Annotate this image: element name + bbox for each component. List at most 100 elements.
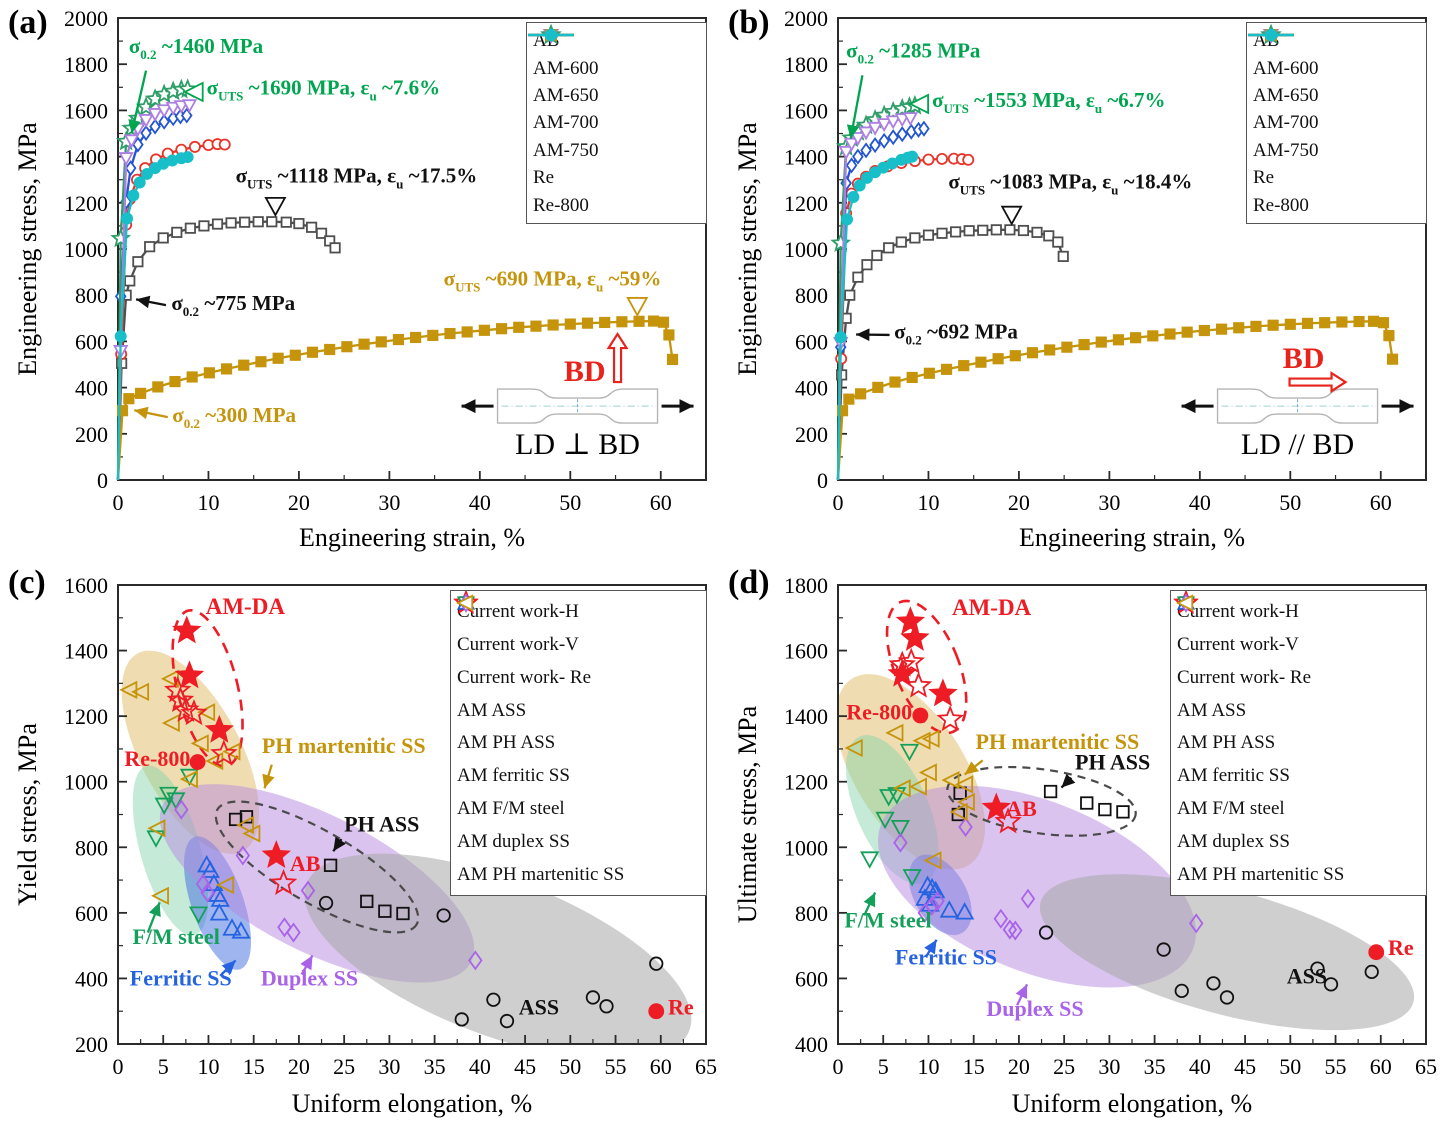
- annotation-text: σUTS ~1553 MPa, εu ~6.7%: [932, 88, 1165, 116]
- scatter-Current-work-V: [163, 676, 298, 896]
- star-marker: [936, 705, 964, 732]
- square-marker: [324, 343, 336, 356]
- legend-item-AM-700: AM-700: [1248, 23, 1420, 132]
- triangle-left-marker: [1176, 594, 1194, 612]
- diamond-marker: [235, 845, 251, 866]
- square-marker: [883, 242, 895, 254]
- scatter-Current-work--Re: [912, 707, 1385, 961]
- square-marker: [135, 387, 147, 399]
- x-tick-label: 10: [917, 1054, 939, 1079]
- legend-item-Current-work--Re: Current work- Re: [1177, 595, 1420, 687]
- ld-bd-relation-label: LD // BD: [1241, 428, 1354, 461]
- square-marker: [843, 393, 855, 405]
- circle-marker: [544, 28, 558, 42]
- x-tick-label: 35: [424, 1054, 446, 1079]
- circle-marker: [218, 138, 231, 151]
- triangle-left-marker: [161, 713, 180, 733]
- legend-label: AM-600: [1253, 57, 1319, 79]
- triangle-down-marker: [123, 134, 140, 149]
- x-tick-label: 50: [1279, 1054, 1301, 1079]
- circle-marker: [853, 179, 866, 192]
- y-tick-label: 200: [75, 422, 108, 447]
- x-tick-label: 50: [559, 1054, 581, 1079]
- circle-marker: [188, 140, 201, 153]
- scatter-AM-ASS: [318, 895, 664, 1029]
- circle-marker: [436, 908, 451, 923]
- triangle-down-marker: [850, 132, 866, 147]
- legend-label: AM F/M steel: [457, 798, 565, 820]
- star-marker: [261, 840, 291, 868]
- annotation-text: ASS: [1287, 963, 1327, 988]
- triangle-left-marker: [885, 723, 904, 742]
- x-tick-label: 30: [378, 490, 400, 515]
- legend-c: Current work-H Current work-V Current work…: [450, 590, 707, 896]
- legend-swatch-icon: [1176, 594, 1194, 612]
- legend-label: AM duplex SS: [457, 831, 570, 853]
- x-tick-label: 25: [333, 1054, 355, 1079]
- x-tick-label: 35: [1144, 1054, 1166, 1079]
- annotation-text: AB: [1006, 796, 1037, 821]
- circle-marker: [834, 331, 847, 344]
- y-tick-label: 600: [75, 901, 108, 926]
- x-tick-label: 0: [113, 1054, 124, 1079]
- legend-item-AM-ferritic-SS: AM ferritic SS: [1176, 593, 1420, 785]
- square-marker: [171, 226, 183, 238]
- triangle-left-marker: [197, 703, 216, 722]
- square-marker: [306, 346, 319, 358]
- arrow-head-icon: [1061, 773, 1076, 788]
- annotation-text: ASS: [519, 994, 559, 1019]
- triangle-left-marker: [918, 763, 937, 782]
- legend-label: AM ASS: [457, 699, 527, 721]
- y-tick-label: 200: [75, 1032, 108, 1057]
- x-tick-label: 30: [1098, 490, 1120, 515]
- x-tick-label: 40: [469, 490, 491, 515]
- arrow-head-icon: [134, 406, 149, 420]
- circle-marker: [912, 707, 929, 724]
- triangle-left-marker: [150, 886, 169, 905]
- square-marker: [1233, 322, 1245, 334]
- x-tick-label: 5: [158, 1054, 169, 1079]
- scatter-AM-PH-martenitic-SS: [119, 669, 261, 905]
- y-tick-label: 1200: [784, 770, 828, 795]
- y-tick-label: 1600: [64, 573, 108, 598]
- legend-label: AM PH ASS: [457, 732, 556, 754]
- triangle-down-marker: [902, 869, 922, 887]
- circle-marker: [133, 176, 146, 189]
- annotation-text: σ0.2 ~1460 MPa: [129, 34, 264, 62]
- x-tick-label: 30: [378, 1054, 400, 1079]
- circle-marker: [121, 212, 134, 225]
- square-marker: [1353, 315, 1365, 328]
- circle-marker: [1219, 990, 1235, 1005]
- legend-item-Current-work-H: Current work-H: [453, 591, 700, 621]
- y-tick-label: 1200: [784, 191, 828, 216]
- y-tick-label: 800: [795, 901, 828, 926]
- triangle-left-marker: [941, 770, 960, 790]
- triangle-down-marker: [159, 786, 179, 805]
- diamond-marker: [277, 917, 292, 938]
- y-tick-label: 1200: [64, 704, 108, 729]
- dashed-ellipse: [885, 599, 968, 735]
- x-tick-label: 55: [605, 1054, 627, 1079]
- legend-item-Current-work-H: Current work-H: [1173, 591, 1420, 621]
- diamond-marker: [300, 880, 316, 901]
- specimen-icon: [461, 388, 694, 424]
- y-axis-title: Engineering stress, MPa: [733, 122, 762, 376]
- y-tick-label: 200: [795, 422, 828, 447]
- square-marker: [255, 356, 267, 368]
- diamond-marker: [195, 873, 211, 895]
- y-tick-label: 1800: [784, 573, 828, 598]
- triangle-left-marker: [235, 815, 254, 835]
- square-marker: [358, 338, 370, 350]
- square-marker: [1112, 334, 1125, 346]
- arrow-head-icon: [136, 295, 151, 309]
- legend-item-AM-ASS: AM ASS: [457, 595, 700, 721]
- triangle-up-marker: [917, 875, 938, 893]
- triangle-down-marker: [860, 851, 880, 869]
- square-marker: [1052, 236, 1064, 248]
- square-marker: [315, 227, 328, 239]
- square-marker: [1147, 330, 1159, 342]
- panel-tag-d: (d): [728, 564, 770, 601]
- star-marker: [180, 699, 208, 726]
- triangle-down-marker: [875, 811, 895, 830]
